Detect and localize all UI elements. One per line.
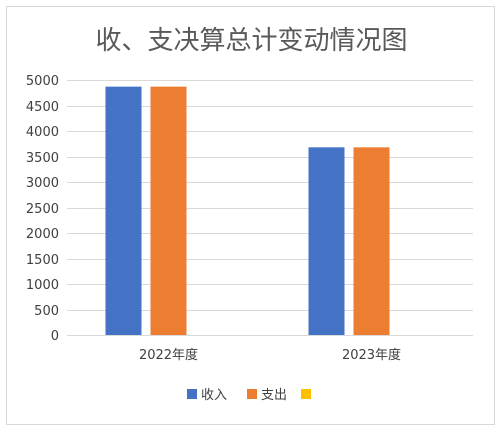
y-tick-label: 5000 <box>26 74 59 89</box>
y-tick-label: 4500 <box>26 100 59 115</box>
legend-swatch <box>301 389 311 399</box>
legend: 收入 支出 <box>187 388 311 403</box>
y-tick-label: 1000 <box>26 278 59 293</box>
x-category-label: 2022年度 <box>139 347 198 363</box>
y-tick-label: 1500 <box>26 253 59 268</box>
y-tick-label: 3500 <box>26 151 59 166</box>
y-tick-label: 3000 <box>26 176 59 191</box>
legend-swatch <box>187 389 197 399</box>
x-axis-categories: 2022年度 2023年度 <box>139 347 401 363</box>
legend-label: 收入 <box>201 388 227 403</box>
y-tick-label: 2500 <box>26 202 59 217</box>
bar-chart: 收、支决算总计变动情况图 0 500 1000 1500 2000 2500 3000 350… <box>26 26 473 403</box>
legend-swatch <box>247 389 257 399</box>
bar-支出-2023年度 <box>353 147 390 335</box>
bar-收入-2023年度 <box>308 147 345 335</box>
y-axis-ticks: 0 500 1000 1500 2000 2500 3000 3500 4000 4500 5000 <box>26 74 59 344</box>
chart-title: 收、支决算总计变动情况图 <box>95 26 407 56</box>
y-tick-label: 500 <box>34 304 59 319</box>
legend-label: 支出 <box>261 388 287 403</box>
bars <box>105 86 390 335</box>
x-category-label: 2023年度 <box>342 347 401 363</box>
chart-frame: 收、支决算总计变动情况图 0 500 1000 1500 2000 2500 3000 350… <box>6 6 495 425</box>
y-tick-label: 4000 <box>26 125 59 140</box>
y-tick-label: 0 <box>51 329 59 344</box>
bar-收入-2022年度 <box>105 86 142 335</box>
y-tick-label: 2000 <box>26 227 59 242</box>
bar-支出-2022年度 <box>150 86 187 335</box>
